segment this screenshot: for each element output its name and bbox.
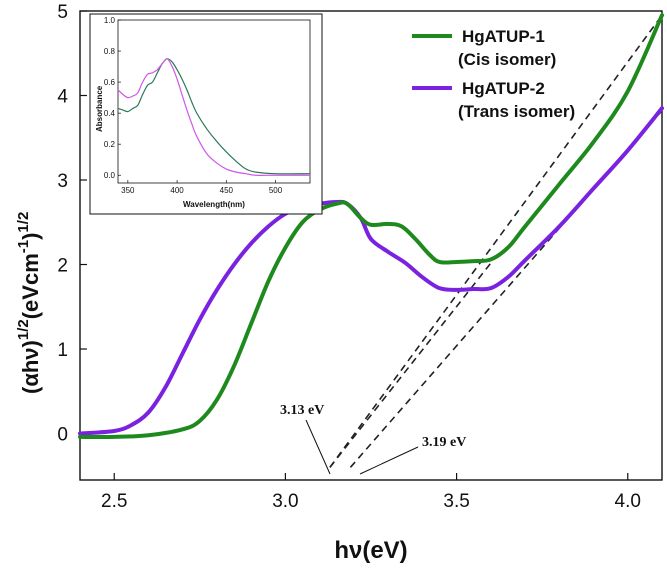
x-axis-title: hν(eV) — [334, 537, 407, 564]
series-layer — [78, 13, 664, 440]
plot-area — [79, 10, 663, 481]
x-tick-label: 3.5 — [443, 491, 469, 512]
y-tick-label: 3 — [57, 171, 68, 192]
x-tick-label: 3.0 — [272, 491, 298, 512]
inset-y-tick-label: 0.6 — [104, 78, 116, 87]
inset-axis-ticks — [118, 19, 276, 183]
y-tick-label: 0 — [57, 425, 68, 446]
inset-x-tick-label: 350 — [121, 186, 135, 195]
y-title-part-e: ) — [18, 233, 43, 240]
inset-series-line-hgatup-2 — [117, 58, 310, 176]
y-title-part-d: -1 — [15, 240, 32, 253]
inset-y-tick-label: 0.0 — [104, 171, 116, 180]
inset-plot-area — [117, 19, 311, 184]
tangent-lines — [329, 14, 663, 468]
y-tick-label: 4 — [57, 87, 68, 108]
x-tick-labels: 2.5 3.0 3.5 4.0 — [101, 491, 641, 512]
y-title-part-b: 1/2 — [15, 319, 32, 340]
inset-background — [89, 13, 323, 215]
inset-y-axis-title: Absorbance — [95, 85, 104, 132]
inset-y-tick-label: 0.4 — [104, 109, 116, 118]
inset-x-axis-title: Wavelength(nm) — [183, 200, 245, 209]
y-tick-label: 1 — [57, 340, 68, 361]
y-axis-title: (αhν)1/2(eVcm-1)1/2 — [15, 212, 43, 394]
inset-series-line-hgatup-1 — [117, 58, 311, 175]
series-line-hgatup-1 — [78, 13, 664, 440]
y-title-part-c: (eVcm — [18, 253, 43, 319]
y-tick-labels: 0 1 2 3 4 5 — [57, 2, 68, 446]
annotation-arrow-319 — [359, 446, 419, 475]
inset-y-tick-label: 1.0 — [104, 16, 116, 25]
y-title-part-f: 1/2 — [15, 212, 32, 233]
annotations: 3.13 eV 3.19 eV — [280, 403, 466, 475]
inset-x-tick-labels: 350 400 450 500 — [121, 186, 283, 195]
legend: HgATUP-1 (Cis isomer) HgATUP-2 (Trans is… — [412, 27, 575, 121]
tangent-line-3 — [349, 110, 663, 468]
annotation-313-label: 3.13 eV — [280, 403, 324, 418]
legend-sub-hgatup-2: (Trans isomer) — [458, 102, 575, 121]
legend-label-hgatup-2: HgATUP-2 — [462, 79, 545, 98]
legend-sub-hgatup-1: (Cis isomer) — [458, 50, 556, 69]
inset-x-tick-label: 450 — [220, 186, 234, 195]
tangent-line-1 — [329, 253, 499, 468]
inset-y-tick-labels: 0.0 0.2 0.4 0.6 0.8 1.0 — [104, 16, 116, 180]
inset-chart: 350 400 450 500 0.0 0.2 0.4 0.6 0.8 1.0 Waveleng… — [89, 13, 323, 215]
x-tick-label: 2.5 — [101, 491, 127, 512]
inset-x-tick-label: 400 — [170, 186, 184, 195]
inset-y-tick-label: 0.2 — [104, 140, 116, 149]
annotation-319-label: 3.19 eV — [422, 435, 466, 450]
inset-x-tick-label: 500 — [269, 186, 283, 195]
inset-y-tick-label: 0.8 — [104, 47, 116, 56]
y-title-part-a: (αhν) — [18, 340, 43, 394]
legend-label-hgatup-1: HgATUP-1 — [462, 27, 545, 46]
y-tick-label: 2 — [57, 256, 68, 277]
y-tick-label: 5 — [57, 2, 68, 23]
x-tick-label: 4.0 — [615, 491, 641, 512]
inset-series-layer — [117, 58, 311, 176]
annotation-arrow-313 — [305, 419, 331, 475]
tangent-line-2 — [329, 14, 663, 468]
